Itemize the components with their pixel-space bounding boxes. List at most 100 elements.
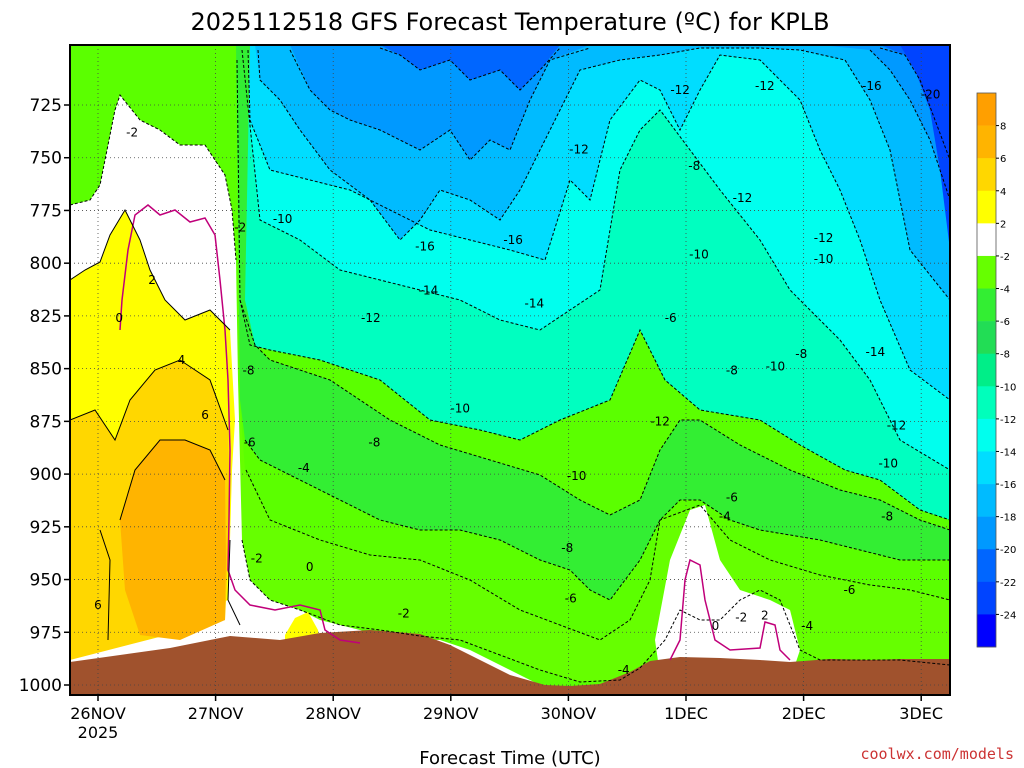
colorbar-label-6: -6	[1000, 317, 1010, 328]
colorbar-label-12: -18	[1000, 513, 1016, 524]
colorbar-swatch-8	[977, 353, 996, 387]
contour-label-8: -16	[415, 239, 435, 253]
colorbar-swatch-4	[977, 223, 996, 257]
contour-label-29: -10	[450, 402, 470, 416]
colorbar: 8 6 4 2 -2 -4 -6 -8 -10 -12 -14 -16 -18 -20 -22 -24	[976, 92, 1016, 648]
contour-label-18: -12	[814, 231, 834, 245]
chart-title: 2025112518 GFS Forecast Temperature (ºC)…	[190, 8, 829, 36]
contour-label-50: 2	[761, 608, 769, 622]
colorbar-swatch-2	[977, 158, 996, 192]
colorbar-label-2: 4	[1000, 187, 1006, 198]
colorbar-label-11: -16	[1000, 480, 1016, 491]
contour-minus-18	[289, 47, 950, 201]
contour-label-38: -6	[565, 592, 577, 606]
colorbar-swatch-16	[977, 614, 996, 648]
x-tick-label-29NOV: 29NOV	[423, 704, 479, 723]
contour-label-6: -2	[234, 220, 246, 234]
contour-minus-10	[236, 59, 950, 521]
contour-label-13: -12	[569, 142, 589, 156]
colorbar-swatch-7	[977, 321, 996, 355]
contour-label-43: -4	[801, 619, 813, 633]
contour-label-21: -10	[814, 252, 834, 266]
band-white-dec1	[655, 505, 800, 680]
x-tick-label-2DEC: 2DEC	[782, 704, 826, 723]
contour-label-27: -8	[726, 364, 738, 378]
contour-label-33: -14	[866, 345, 886, 359]
plot-frame	[69, 44, 951, 696]
credit-link[interactable]: coolwx.com/models	[860, 745, 1014, 763]
y-tick-label-925: 925	[30, 518, 62, 538]
contour-label-2: 0	[115, 311, 123, 325]
contour-minus-2	[70, 93, 950, 683]
x-tick-label-26NOV: 26NOV	[70, 704, 126, 723]
contour-label-39: -6	[726, 490, 738, 504]
contour-label-44: -4	[618, 663, 630, 677]
colorbar-label-7: -8	[1000, 350, 1010, 361]
contour-label-49: 0	[712, 619, 720, 633]
contour-label-10: -14	[419, 284, 439, 298]
band-warm-6	[120, 440, 226, 640]
band-minus-2-layer	[238, 380, 950, 682]
contour-label-20: -10	[689, 248, 709, 262]
colorbar-swatch-1	[977, 125, 996, 159]
colorbar-label-1: 6	[1000, 154, 1006, 165]
y-tick-label-1000: 1000	[19, 676, 62, 696]
contour-label-16: -12	[733, 191, 753, 205]
y-tick-label-825: 825	[30, 307, 62, 327]
contour-label-22: -16	[862, 79, 882, 93]
contour-minus-4	[245, 469, 950, 641]
band-cold-minus-18	[290, 45, 950, 200]
colorbar-swatch-0	[977, 93, 996, 126]
colorbar-label-9: -12	[1000, 415, 1016, 426]
contour-label-7: -10	[273, 212, 293, 226]
y-tick-label-750: 750	[30, 149, 62, 169]
contour-minus-8	[239, 299, 950, 531]
contour-label-35: -8	[561, 541, 573, 555]
contour-label-24: -6	[665, 311, 677, 325]
grid	[70, 45, 950, 695]
y-tick-label-850: 850	[30, 360, 62, 380]
y-tick-label-775: 775	[30, 201, 62, 221]
x-axis-label: Forecast Time (UTC)	[419, 748, 600, 768]
y-tick-label-900: 900	[30, 465, 62, 485]
contour-minus-16	[257, 47, 950, 301]
colorbar-swatch-13	[977, 516, 996, 550]
contour-label-36: -8	[881, 509, 893, 523]
contour-label-32: -10	[878, 457, 898, 471]
colorbar-label-15: -24	[1000, 610, 1016, 621]
ground-terrain	[70, 630, 950, 695]
colorbar-swatch-12	[977, 484, 996, 517]
colorbar-swatch-10	[977, 418, 996, 452]
contour-label-23: -20	[921, 87, 941, 101]
contour-minus-20	[379, 47, 950, 161]
colorbar-swatch-9	[977, 386, 996, 420]
y-tick-label-725: 725	[30, 96, 62, 116]
x-tick-label-28NOV: 28NOV	[305, 704, 361, 723]
colorbar-swatch-6	[977, 288, 996, 322]
x-tick-label-1DEC: 1DEC	[664, 704, 708, 723]
contour-label-31: -10	[766, 360, 786, 374]
y-tick-label-950: 950	[30, 571, 62, 591]
contour-label-42: -4	[719, 509, 731, 523]
contour-label-30: -10	[567, 469, 587, 483]
colorbar-swatch-14	[977, 549, 996, 583]
contour-plus-6	[99, 439, 226, 641]
colorbar-label-3: 2	[1000, 219, 1006, 230]
y-tick-label-975: 975	[30, 623, 62, 643]
colorbar-label-10: -14	[1000, 447, 1016, 458]
contour-label-28: -8	[795, 347, 807, 361]
contour-label-0: -2	[126, 125, 138, 139]
plot-area: -2 2 0 4 6 6 -2 -10 -16 -16 -14 -14 -12 -12 -12 -12 -12 -…	[70, 45, 950, 695]
contour-label-41: -4	[298, 461, 310, 475]
contour-label-37: -6	[244, 435, 256, 449]
contour-minus-12	[241, 49, 950, 471]
contour-label-48: 0	[306, 560, 314, 574]
colorbar-label-13: -20	[1000, 545, 1016, 556]
x-tick-label-30NOV: 30NOV	[541, 704, 597, 723]
contour-label-9: -16	[503, 233, 523, 247]
contour-label-11: -14	[524, 296, 544, 310]
contour-label-45: -2	[251, 551, 263, 565]
contour-label-25: -8	[243, 364, 255, 378]
y-tick-label-875: 875	[30, 412, 62, 432]
